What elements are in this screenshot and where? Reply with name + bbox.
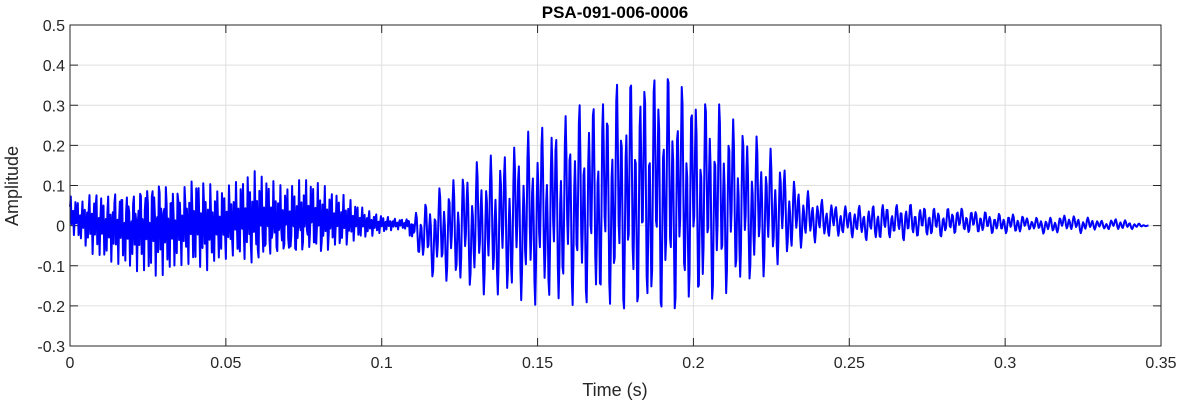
x-tick-label: 0.35 bbox=[1145, 355, 1176, 372]
x-tick-label: 0.15 bbox=[522, 355, 553, 372]
x-tick-label: 0 bbox=[66, 355, 75, 372]
plot-frame bbox=[69, 24, 1162, 347]
x-tick-label: 0.3 bbox=[994, 355, 1016, 372]
x-tick-label: 0.1 bbox=[371, 355, 393, 372]
amplitude-series-line bbox=[69, 78, 1149, 310]
y-tick-label: 0.4 bbox=[43, 58, 65, 75]
y-tick-label: 0.2 bbox=[43, 138, 65, 155]
x-tick-label: 0.25 bbox=[834, 355, 865, 372]
y-tick-label: 0 bbox=[56, 219, 65, 236]
series-layer bbox=[69, 78, 1149, 310]
y-tick-label: 0.1 bbox=[43, 179, 65, 196]
x-axis-label: Time (s) bbox=[582, 380, 647, 400]
y-tick-label: 0.3 bbox=[43, 98, 65, 115]
y-axis-label: Amplitude bbox=[2, 146, 22, 226]
chart-title: PSA-091-006-0006 bbox=[542, 3, 688, 22]
x-tick-label: 0.05 bbox=[210, 355, 241, 372]
y-tick-label: -0.1 bbox=[37, 259, 65, 276]
y-tick-label: -0.3 bbox=[37, 339, 65, 356]
y-axis-ticks: -0.3 -0.2 -0.1 0 0.1 0.2 0.3 0.4 0.5 bbox=[37, 18, 1161, 356]
y-tick-label: 0.5 bbox=[43, 18, 65, 35]
x-tick-label: 0.2 bbox=[682, 355, 704, 372]
y-tick-label: -0.2 bbox=[37, 299, 65, 316]
